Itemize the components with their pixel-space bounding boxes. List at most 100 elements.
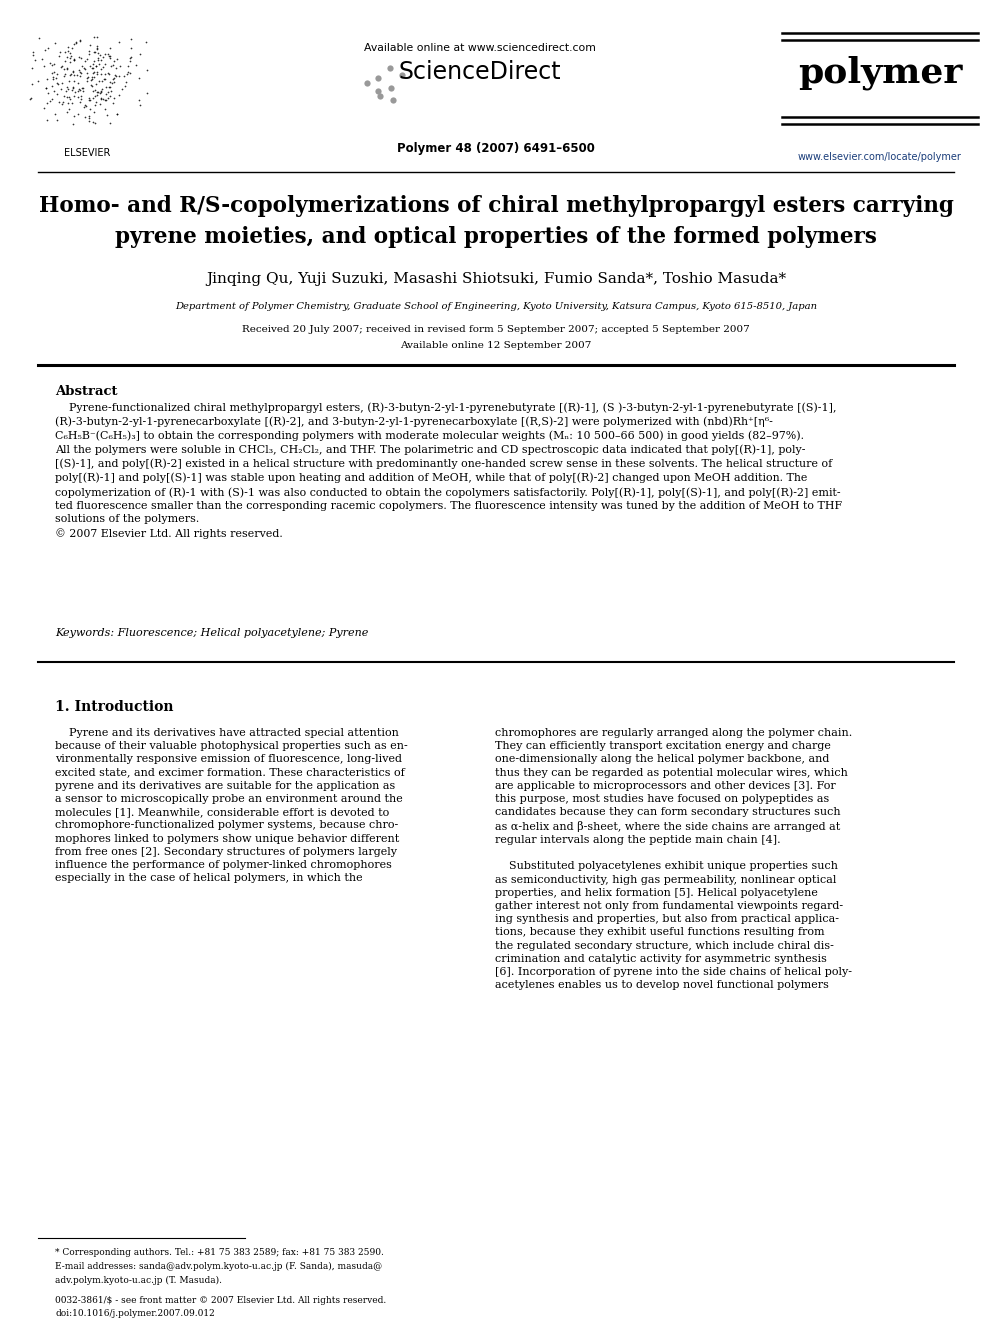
Point [38,78,54,99]
Point [82,34,98,56]
Text: Received 20 July 2007; received in revised form 5 September 2007; accepted 5 Sep: Received 20 July 2007; received in revis… [242,325,750,333]
Point [123,46,139,67]
Point [79,48,95,69]
Point [109,103,125,124]
Point [65,62,81,83]
Point [87,41,103,62]
Point [139,32,155,53]
Point [63,93,79,114]
Point [85,54,101,75]
Point [88,73,104,94]
Point [51,74,66,95]
Point [75,97,91,118]
Point [56,91,71,112]
Point [77,50,93,71]
Text: Pyrene and its derivatives have attracted special attention
because of their val: Pyrene and its derivatives have attracte… [55,728,408,884]
Point [82,56,98,77]
Point [31,28,47,49]
Point [100,87,116,108]
Point [86,101,102,122]
Point [65,86,81,107]
Point [60,57,75,78]
Point [65,61,81,82]
Point [61,41,76,62]
Point [105,93,121,114]
Text: adv.polym.kyoto-u.ac.jp (T. Masuda).: adv.polym.kyoto-u.ac.jp (T. Masuda). [55,1275,222,1285]
Point [97,98,113,119]
Point [30,70,46,91]
Point [116,65,132,86]
Point [52,91,67,112]
Point [100,81,116,102]
Point [106,67,122,89]
Point [40,67,56,89]
Point [102,45,118,66]
Point [73,87,89,108]
Point [51,45,66,66]
Point [85,111,101,132]
Point [80,66,96,87]
Point [65,50,81,71]
Point [100,44,116,65]
Point [90,49,106,70]
Point [89,36,105,57]
Text: Available online 12 September 2007: Available online 12 September 2007 [401,341,591,351]
Point [95,89,111,110]
Point [34,49,50,70]
Point [102,48,118,69]
Point [79,67,95,89]
Point [44,75,60,97]
Point [101,77,117,98]
Point [69,65,85,86]
Point [99,105,115,126]
Point [87,79,103,101]
Point [40,108,56,130]
Point [62,65,78,86]
Point [25,57,41,78]
Point [41,82,57,103]
Point [72,29,88,50]
Point [72,48,88,69]
Point [84,81,100,102]
Point [84,58,100,79]
Point [70,81,86,102]
Point [122,48,138,69]
Point [105,69,121,90]
Point [87,86,103,107]
Point [96,69,112,90]
Text: Polymer 48 (2007) 6491–6500: Polymer 48 (2007) 6491–6500 [397,142,595,155]
Text: chromophores are regularly arranged along the polymer chain.
They can efficientl: chromophores are regularly arranged alon… [495,728,852,990]
Point [88,56,104,77]
Point [81,90,97,111]
Point [106,71,122,93]
Point [108,65,124,86]
Point [60,78,75,99]
Point [68,32,84,53]
Point [93,79,109,101]
Point [82,98,98,119]
Point [72,65,88,86]
Point [36,98,52,119]
Point [55,73,70,94]
Point [73,62,89,83]
Point [49,110,64,131]
Point [61,70,76,91]
Point [89,64,105,85]
Point [88,26,104,48]
Text: Homo- and R/S-copolymerizations of chiral methylpropargyl esters carrying: Homo- and R/S-copolymerizations of chira… [39,194,953,217]
Point [78,95,94,116]
Point [84,75,100,97]
Point [47,32,62,53]
Point [50,71,65,93]
Point [52,41,67,62]
Text: Keywords: Fluorescence; Helical polyacetylene; Pyrene: Keywords: Fluorescence; Helical polyacet… [55,628,368,638]
Point [57,41,72,62]
Text: ScienceDirect: ScienceDirect [399,60,561,83]
Point [61,36,76,57]
Point [95,46,111,67]
Point [139,60,155,81]
Point [93,81,109,102]
Bar [18,30,155,146]
Point [54,56,69,77]
Text: Jinqing Qu, Yuji Suzuki, Masashi Shiotsuki, Fumio Sanda*, Toshio Masuda*: Jinqing Qu, Yuji Suzuki, Masashi Shiotsu… [206,273,786,286]
